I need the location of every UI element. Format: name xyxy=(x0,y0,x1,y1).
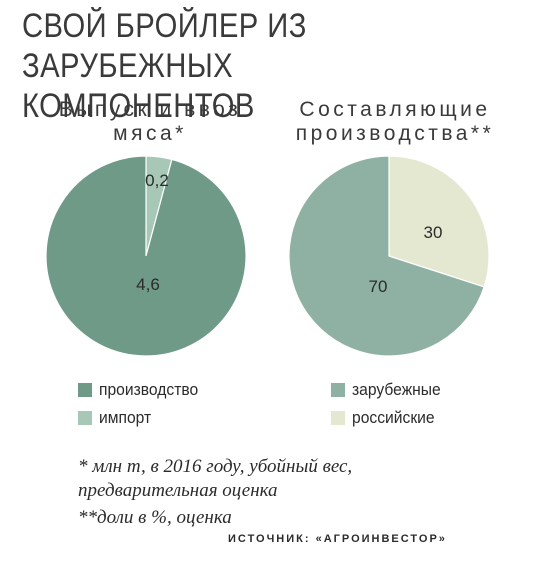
source-credit: ИСТОЧНИК: «АГРОИНВЕСТОР» xyxy=(228,533,447,545)
chart-title-right-line-1: Составляющие xyxy=(299,98,491,121)
slice-label-production: 4,6 xyxy=(136,275,160,294)
legend-label-russian: российские xyxy=(352,408,435,427)
legend-swatch-import xyxy=(78,411,92,425)
legend-swatch-production xyxy=(78,383,92,397)
slice-production xyxy=(45,155,247,357)
chart-title-left-line-2: мяса* xyxy=(113,122,187,145)
slice-label-foreign: 70 xyxy=(369,277,388,296)
title-line-1: СВОЙ БРОЙЛЕР ИЗ ЗАРУБЕЖНЫХ xyxy=(22,7,307,85)
footnote-2: **доли в %, оценка xyxy=(78,507,232,528)
slice-russian xyxy=(388,155,490,288)
slice-label-import: 0,2 xyxy=(145,171,169,190)
chart-title-right-line-2: производства** xyxy=(295,122,495,145)
footnote-1: * млн т, в 2016 году, убойный вес, предв… xyxy=(78,455,498,503)
slice-label-russian: 30 xyxy=(424,223,443,242)
title-line-2: КОМПОНЕНТОВ xyxy=(22,87,255,125)
chart-title-left-line-1: Выпуск и ввоз xyxy=(58,98,242,121)
legend-swatch-russian xyxy=(331,411,345,425)
slice-foreign xyxy=(288,155,485,357)
legend-label-foreign: зарубежные xyxy=(352,380,441,399)
pie-chart-components: 70 30 xyxy=(288,155,490,357)
pie-chart-meat: 4,6 0,2 xyxy=(45,155,247,357)
page-title: СВОЙ БРОЙЛЕР ИЗ ЗАРУБЕЖНЫХ КОМПОНЕНТОВ xyxy=(22,6,461,126)
footnote-1-line-1: * млн т, в 2016 году, убойный вес, xyxy=(78,456,353,477)
chart-title-right: Составляющие производства** xyxy=(280,98,510,146)
legend-label-import: импорт xyxy=(99,408,152,427)
legend-label-production: производство xyxy=(99,380,199,399)
chart-title-left: Выпуск и ввоз мяса* xyxy=(40,98,260,146)
legend-swatch-foreign xyxy=(331,383,345,397)
footnote-1-line-2: предварительная оценка xyxy=(78,480,278,501)
